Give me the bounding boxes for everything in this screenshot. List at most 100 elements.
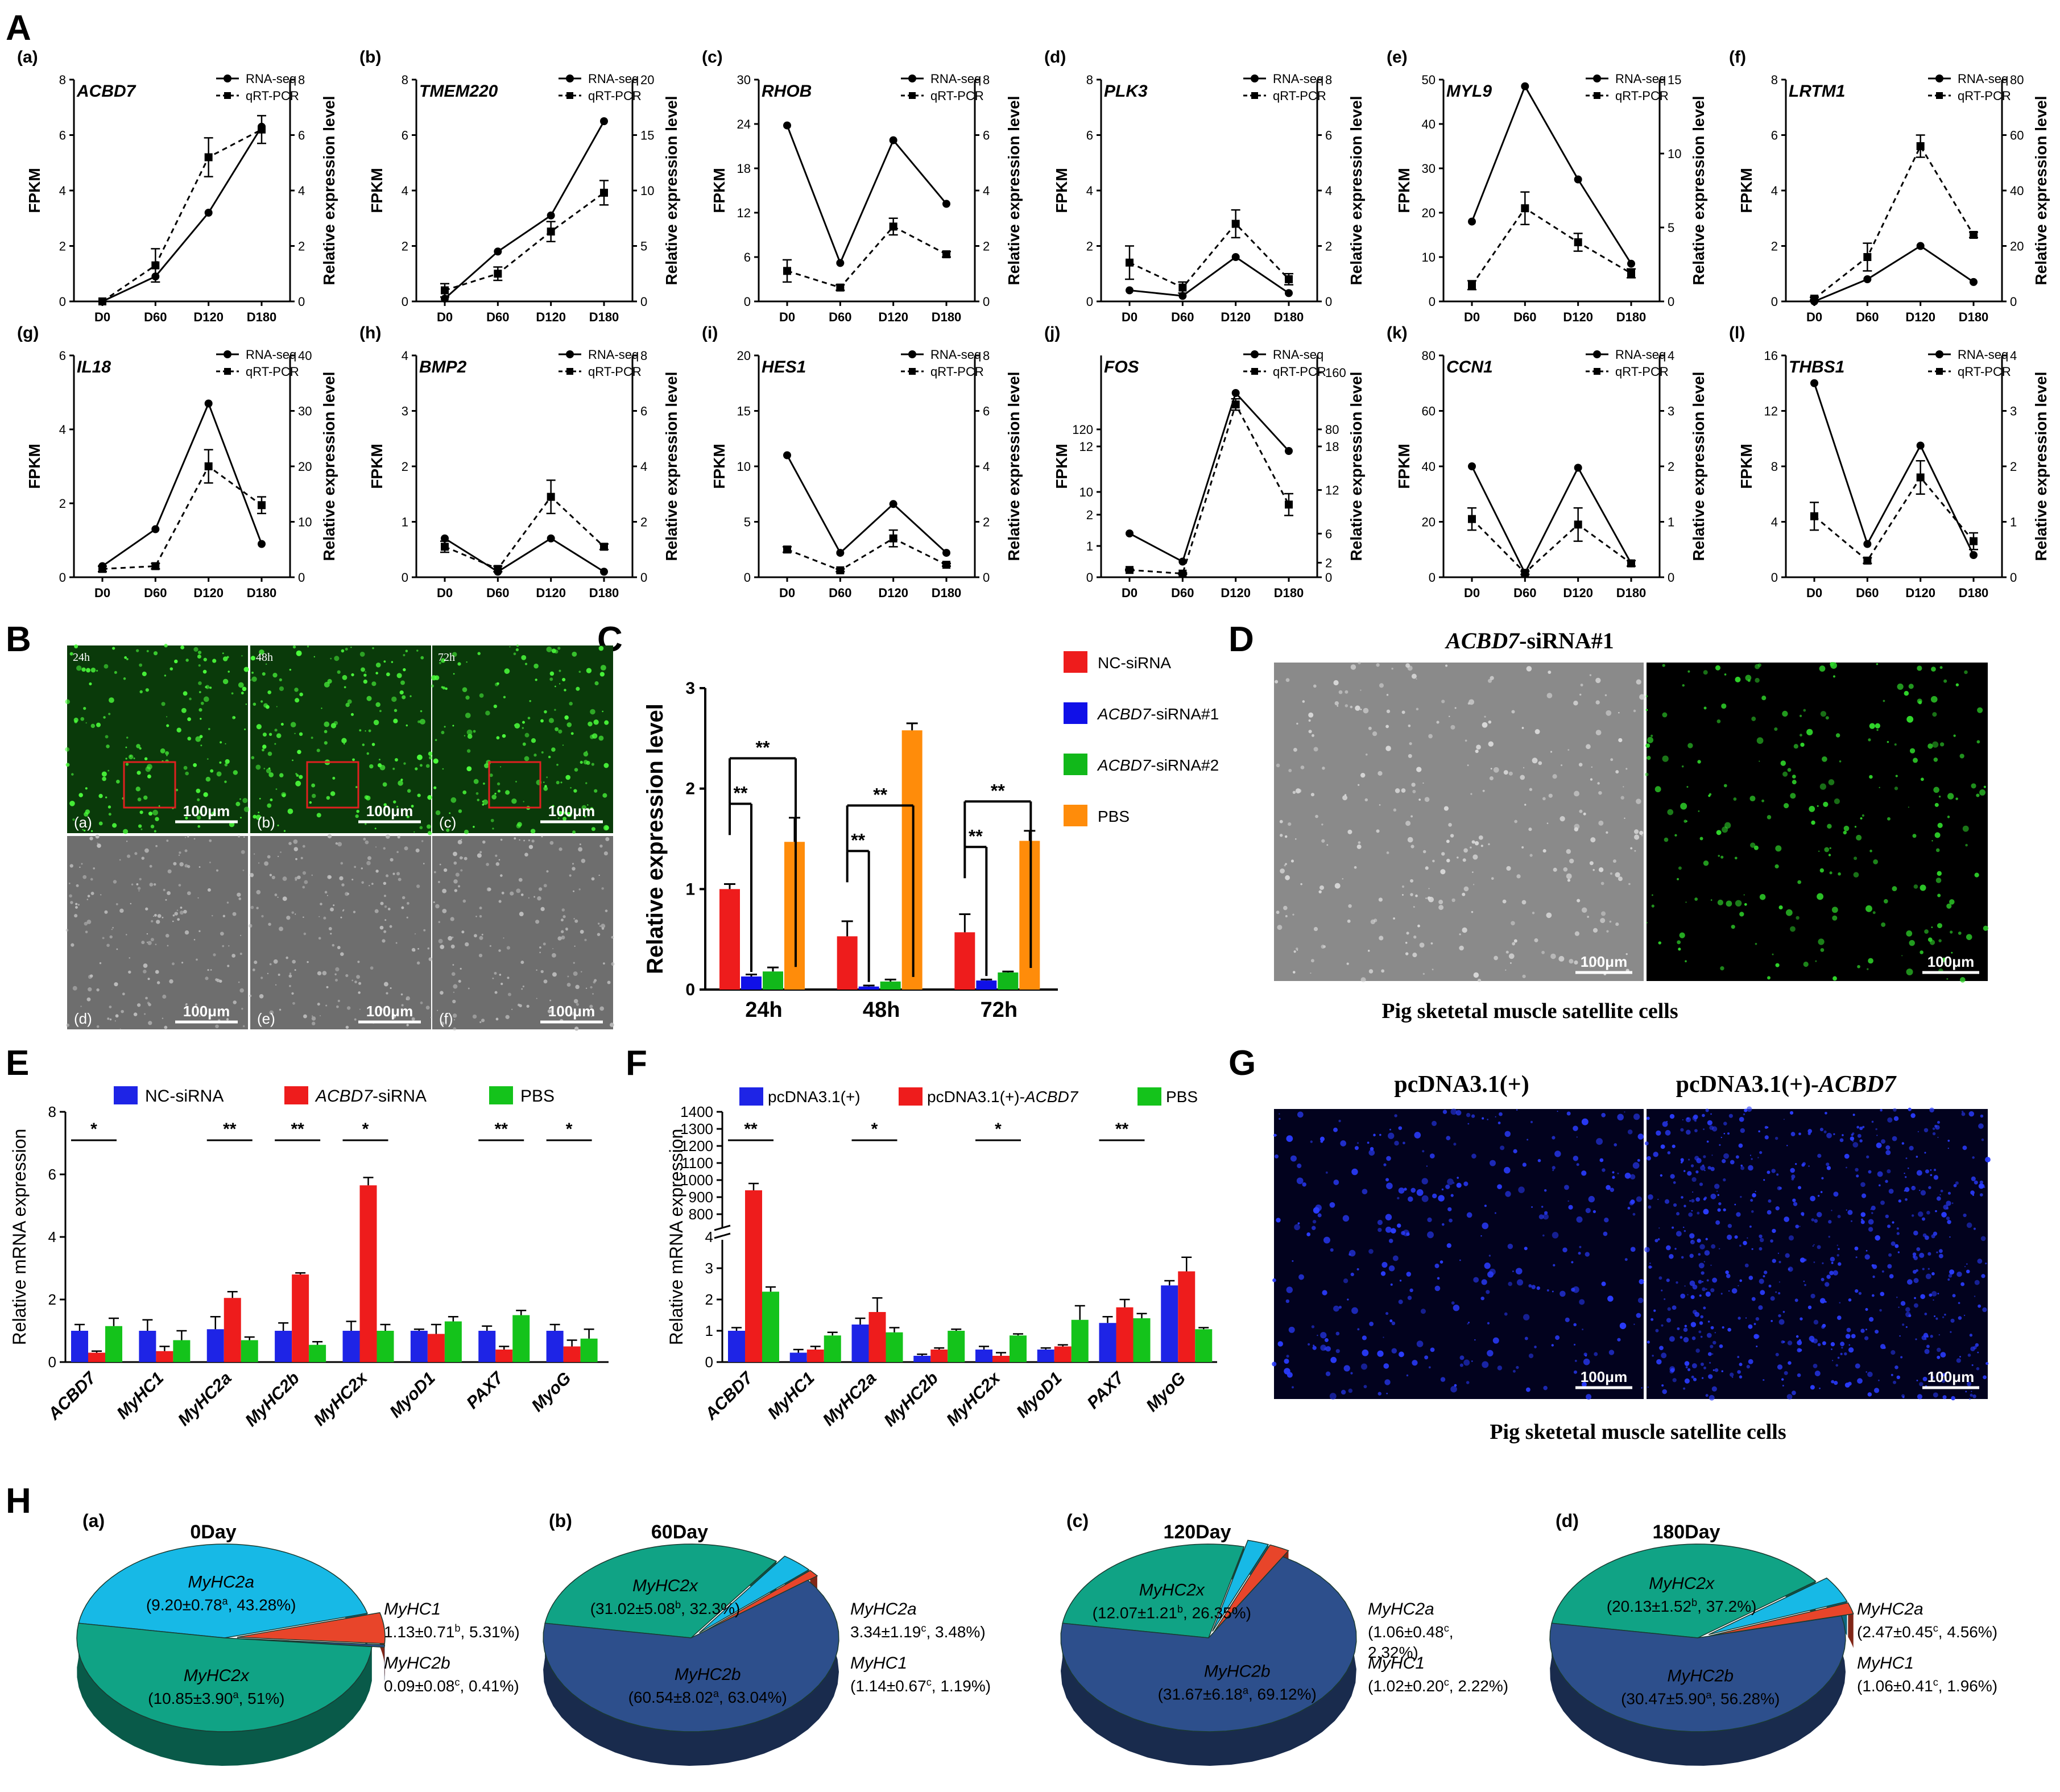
cell-brightfield [387, 908, 391, 911]
cell-fluorescence [294, 732, 296, 734]
nucleus [1888, 1189, 1894, 1194]
nucleus [1347, 1298, 1349, 1301]
cell-fluorescence [316, 813, 321, 818]
nucleus [1860, 1220, 1865, 1224]
nucleus [1494, 1212, 1496, 1214]
nucleus [1709, 1361, 1711, 1364]
y-tick-label-left: 8 [402, 73, 408, 87]
nucleus [1947, 1220, 1951, 1224]
cell-fluorescence [363, 679, 368, 684]
nucleus [1538, 1214, 1544, 1219]
nucleus [1868, 1170, 1872, 1174]
bar [948, 1331, 965, 1362]
cell-brightfield [122, 992, 125, 996]
cell-fluorescence [1679, 932, 1685, 938]
nucleus [1896, 1296, 1898, 1298]
nucleus [1428, 1366, 1431, 1369]
nucleus [1833, 1191, 1839, 1197]
nucleus [1690, 1164, 1694, 1168]
cell-fluorescence [1664, 837, 1669, 842]
cell-brightfield [500, 983, 503, 986]
cell-fluorescence [1820, 711, 1827, 717]
nucleus [1362, 1335, 1367, 1340]
cell-brightfield [479, 1021, 482, 1024]
bar [824, 1335, 841, 1362]
nucleus [1348, 1388, 1353, 1393]
cell-brightfield [1284, 864, 1286, 867]
nucleus [1553, 1264, 1556, 1267]
cell-brightfield [451, 972, 456, 976]
nucleus [1330, 1248, 1334, 1252]
y-tick-label-right: 0 [983, 570, 990, 585]
cell-brightfield [1521, 900, 1527, 905]
cell-fluorescence [239, 798, 241, 800]
data-point-rnaseq [1574, 463, 1582, 472]
y-tick-label-left: 2 [59, 496, 66, 511]
y-tick-label: 1400 [680, 1103, 713, 1120]
cell-brightfield [77, 904, 80, 906]
y-tick-label-left: 0 [1086, 570, 1093, 585]
y-tick-label-right: 20 [2010, 239, 2024, 254]
nucleus [1893, 1380, 1897, 1384]
cell-brightfield [163, 888, 166, 891]
cell-brightfield [116, 948, 118, 950]
nucleus [1704, 1196, 1707, 1199]
pie-slice-value: (1.02±0.20c, 2.22%) [1368, 1677, 1508, 1695]
cell-brightfield [578, 888, 581, 891]
nucleus [1644, 1247, 1650, 1253]
cell-fluorescence [561, 811, 564, 814]
nucleus [1325, 1171, 1328, 1174]
cell-fluorescence [1767, 815, 1772, 820]
cell-fluorescence [165, 751, 169, 755]
cell-fluorescence [409, 695, 412, 697]
cell-fluorescence [1873, 859, 1879, 864]
nucleus [1822, 1262, 1824, 1264]
cell-brightfield [226, 1018, 229, 1021]
nucleus [1488, 1255, 1491, 1257]
nucleus [1865, 1308, 1868, 1311]
cell-brightfield [1308, 730, 1312, 734]
nucleus [1312, 1346, 1317, 1350]
pie-slice-name: MyHC2b [1204, 1662, 1271, 1681]
cell-brightfield [1633, 709, 1636, 713]
cell-brightfield [453, 861, 457, 865]
legend-label-qrtpcr: qRT-PCR [1615, 89, 1669, 103]
data-point-qrtpcr [1574, 520, 1582, 529]
nucleus [1298, 1274, 1304, 1280]
cell-fluorescence [1817, 805, 1819, 807]
cell-brightfield [379, 925, 384, 930]
cell-brightfield [89, 974, 93, 978]
pie-slice-side [1550, 1616, 1846, 1766]
nucleus [1681, 1256, 1684, 1259]
data-point-rnaseq [204, 399, 213, 408]
pie-slice [78, 1543, 369, 1638]
nucleus [1871, 1294, 1875, 1297]
y-tick-label-left: 6 [1771, 129, 1778, 143]
cell-brightfield [260, 976, 263, 979]
nucleus [1847, 1381, 1852, 1386]
nucleus [1660, 1174, 1663, 1177]
cell-brightfield [593, 980, 596, 984]
cell-brightfield [1569, 858, 1574, 864]
x-tick-label: D120 [1221, 586, 1251, 600]
cell-brightfield [279, 1008, 282, 1011]
nucleus [1386, 1156, 1391, 1161]
cell-fluorescence [1976, 793, 1980, 797]
data-point-qrtpcr [151, 562, 160, 570]
x-tick-label: D180 [1274, 310, 1304, 324]
cell-brightfield [249, 924, 253, 928]
nucleus [1740, 1195, 1742, 1198]
nucleus [1825, 1282, 1830, 1287]
nucleus [1879, 1309, 1882, 1312]
cell-brightfield [538, 887, 543, 891]
nucleus [1297, 1111, 1304, 1118]
nucleus [1774, 1136, 1778, 1140]
cell-brightfield [1636, 679, 1641, 685]
y-tick-label: 1200 [680, 1137, 713, 1154]
cell-fluorescence [209, 686, 212, 689]
cell-brightfield [137, 887, 141, 890]
cell-fluorescence [1733, 797, 1737, 801]
cell-fluorescence [313, 656, 315, 657]
cell-fluorescence [369, 764, 374, 769]
nucleus [1819, 1128, 1824, 1132]
